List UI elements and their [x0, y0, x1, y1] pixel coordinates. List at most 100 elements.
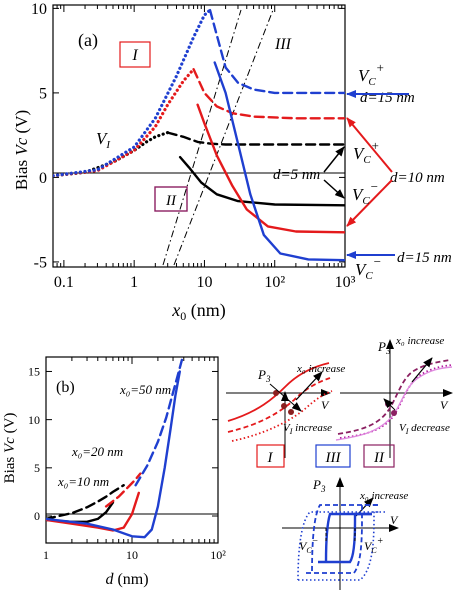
- panel-a-ticks: 0.1 1 10 10² 10³ -5 0 5 10: [31, 1, 356, 291]
- panel-b-x-ticklabel: 1: [43, 548, 49, 562]
- inset-I: P3 V x₀ increase VI increase I: [226, 362, 345, 468]
- panel-a-series-d-10-nm-upper-dashed: [192, 68, 345, 120]
- region-III-label: III: [274, 36, 292, 53]
- x0-10-label: x₀=10 nm: [57, 474, 109, 489]
- panel-a-series-d-10-nm-rising-dotted: [53, 67, 196, 178]
- panel-b-series-x0-20-nm-dashed: [104, 472, 142, 508]
- panel-a-boundary-left: [162, 9, 242, 266]
- inset-I-V: V: [321, 398, 330, 412]
- inset-II-box: [363, 444, 395, 468]
- inset-II-VI-arrow: [383, 398, 396, 411]
- panel-a-x-ticklabel: 0.1: [54, 274, 74, 291]
- inset-III: III P3 V x₀ increase VC− VC+: [282, 444, 408, 590]
- panel-a-xlabel: x0 (nm): [171, 300, 226, 323]
- inset-II-P3: P3: [377, 339, 391, 356]
- panel-b-series-x0-50-nm-dashed: [134, 358, 184, 487]
- VC-minus-mid-label: VC−: [352, 179, 379, 207]
- inset-II-x0-arrow: [411, 357, 433, 383]
- panel-a-series-d-5-nm-upper-dashed: [166, 131, 345, 146]
- x0-50-label: x₀=50 nm: [119, 382, 171, 397]
- panel-b-xlabel: d (nm): [105, 571, 148, 588]
- panel-b-ticks: 1 10 10² 0 5 10 15: [28, 357, 226, 562]
- panel-a-y-ticklabel: 5: [39, 85, 47, 102]
- inset-II-V: V: [440, 398, 449, 412]
- panel-a-y-ticklabel: 0: [39, 170, 47, 187]
- d15-bottom-label: d=15 nm: [397, 250, 452, 266]
- inset-I-VI-increase: VI increase: [283, 422, 332, 436]
- panel-a-x-ticklabel: 1: [130, 274, 138, 291]
- inset-I-curve-dotted: [231, 390, 333, 442]
- panel-a-series-d-15-nm-upper-dashed: [208, 8, 345, 95]
- d5-label: d=5 nm: [273, 167, 320, 183]
- inset-III-V: V: [390, 513, 399, 527]
- panel-a-frame: [52, 4, 346, 268]
- panel-b-y-ticklabel: 10: [28, 413, 40, 427]
- VC-plus-top-label: VC+: [358, 60, 385, 88]
- panel-a-x-ticklabel: 10²: [264, 274, 285, 291]
- VI-label: VI: [96, 129, 111, 151]
- inset-III-loop-mid-upper: [311, 504, 378, 574]
- inset-I-box: [256, 444, 285, 468]
- panel-a-x-ticklabel: 10³: [335, 274, 356, 291]
- d10-arrow-down: [346, 179, 393, 227]
- VC-minus-bottom-label: VC−: [355, 254, 382, 282]
- inset-I-x0-arrow: [295, 371, 323, 401]
- region-II-label: II: [165, 193, 177, 209]
- panel-b-y-ticklabel: 15: [28, 365, 40, 379]
- panel-b-curves: [46, 358, 218, 539]
- inset-III-loop-outer-upper: [297, 511, 385, 581]
- panel-a-ylabel: Bias Vc (V): [12, 110, 31, 190]
- panel-a-x-ticklabel: 10: [196, 274, 212, 291]
- inset-III-loop-inner-lower: [318, 512, 372, 564]
- inset-II-curve-solid: [335, 366, 453, 441]
- region-II-box: [154, 186, 188, 212]
- inset-III-VC-plus: VC+: [364, 536, 383, 555]
- panel-a-y-ticklabel: 10: [31, 1, 47, 18]
- panel-b: 1 10 10² 0 5 10 15 (b) x₀=50 nm x₀=20 nm x₀=10…: [2, 356, 226, 588]
- inset-III-box: [315, 444, 351, 468]
- inset-I-marker-3: [288, 409, 294, 415]
- d10-label: d=10 nm: [390, 170, 445, 186]
- d5-arrow-down: [323, 179, 345, 199]
- panel-a-series-d-15-nm-rising-dotted: [53, 8, 212, 178]
- panel-b-ylabel: Bias Vc (V): [2, 413, 18, 484]
- inset-I-curve-dashed: [227, 377, 331, 433]
- inset-I-marker-2: [281, 403, 287, 409]
- inset-III-label: III: [325, 450, 342, 466]
- panel-b-x-ticklabel: 10: [126, 548, 138, 562]
- panel-a-series-d-5-nm-rising-dotted: [53, 131, 170, 178]
- panel-a-series-d-10-nm-lower-solid: [196, 103, 345, 234]
- inset-III-VC-minus: VC−: [299, 536, 318, 555]
- d5-arrow-up: [323, 146, 345, 173]
- region-I-box: [119, 41, 151, 68]
- inset-III-x0-increase: x₀ increase: [359, 490, 408, 502]
- panel-a-y-ticklabel: -5: [34, 255, 47, 272]
- panel-a-label: (a): [78, 30, 98, 51]
- d15-top-label: d=15 nm: [360, 90, 415, 106]
- d10-arrow-up: [346, 117, 393, 173]
- inset-II-marker-1: [385, 401, 391, 407]
- inset-II: P3 V x₀ increase VI decrease II: [335, 335, 453, 468]
- inset-II-label: II: [373, 450, 385, 466]
- panel-a-curves: [53, 8, 345, 266]
- panel-b-y-ticklabel: 5: [34, 461, 40, 475]
- inset-II-x0-increase: x₀ increase: [395, 335, 444, 347]
- panel-b-y-ticklabel: 0: [34, 509, 40, 523]
- panel-b-x-ticklabel: 10²: [210, 548, 226, 562]
- panel-b-series-x0-50-nm-solid: [46, 370, 181, 539]
- inset-II-VI-decrease: VI decrease: [399, 422, 450, 436]
- panel-a-series-d-15-nm-lower-solid: [213, 61, 345, 262]
- panel-a-boundary-right: [173, 9, 274, 266]
- panel-a: 0.1 1 10 10² 10³ -5 0 5 10 (a) I II III VI Bias …: [12, 1, 452, 323]
- panel-b-series-x0-10-nm-dashed: [46, 484, 125, 521]
- inset-I-P3: P3: [257, 367, 271, 384]
- VC-plus-mid-label: VC+: [353, 138, 380, 166]
- inset-I-VI-arrow: [269, 383, 302, 412]
- inset-I-x0-increase: x₀ increase: [296, 363, 345, 375]
- inset-III-loop-outer-lower: [298, 511, 380, 581]
- panel-a-series-d-5-nm-lower-solid: [178, 155, 345, 207]
- inset-II-marker-2: [391, 410, 397, 416]
- panel-b-label: (b): [56, 379, 75, 396]
- inset-III-loop-mid-lower: [306, 504, 378, 574]
